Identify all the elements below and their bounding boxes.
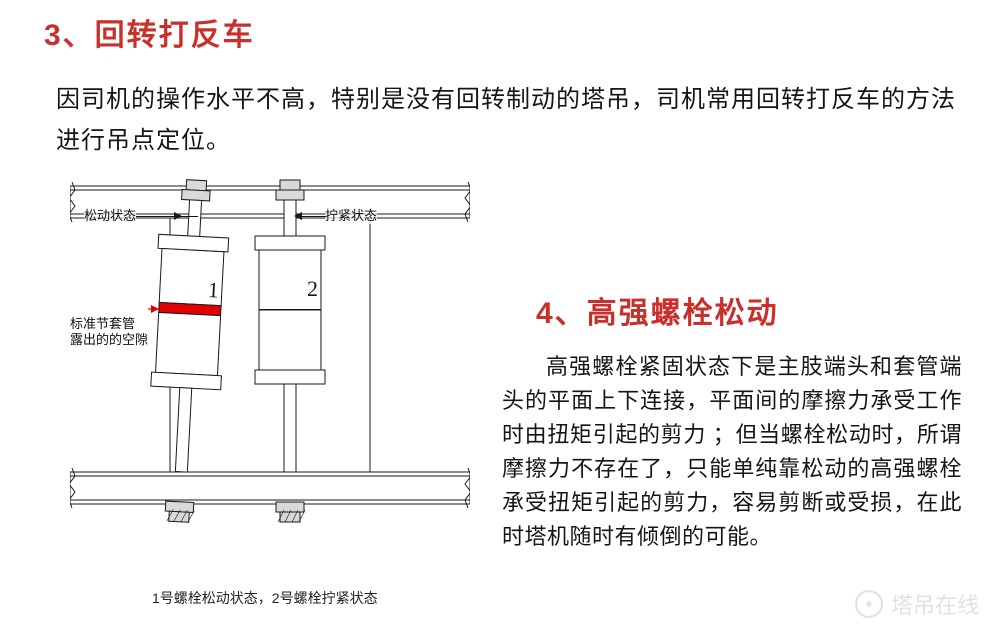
leader-line [300,216,326,217]
bolt-diagram: 1 2 松动状态 拧紧状态 标准节套管 露出的的空隙 [70,176,470,576]
svg-text:2: 2 [307,276,318,301]
watermark-text: 塔吊在线 [891,588,979,620]
wechat-icon: ✦ [855,590,883,618]
diagram-caption: 1号螺栓松动状态，2号螺栓拧紧状态 [152,588,378,608]
heading-section-4: 4、高强螺栓松动 [536,288,779,332]
svg-text:1: 1 [207,277,219,303]
leader-line [136,216,198,217]
label-tight-state: 拧紧状态 [325,208,377,224]
label-gap-line2: 露出的的空隙 [70,332,152,348]
heading-section-3: 3、回转打反车 [44,10,255,54]
label-gap-line1: 标准节套管 [70,316,142,332]
intro-paragraph: 因司机的操作水平不高，特别是没有回转制动的塔吊，司机常用回转打反车的方法进行吊点… [56,80,957,162]
label-loose-state: 松动状态 [84,208,136,224]
watermark: ✦ 塔吊在线 [855,588,979,620]
section-4-paragraph: 高强螺栓紧固状态下是主肢端头和套管端头的平面上下连接，平面间的摩擦力承受工作时由… [502,350,962,555]
